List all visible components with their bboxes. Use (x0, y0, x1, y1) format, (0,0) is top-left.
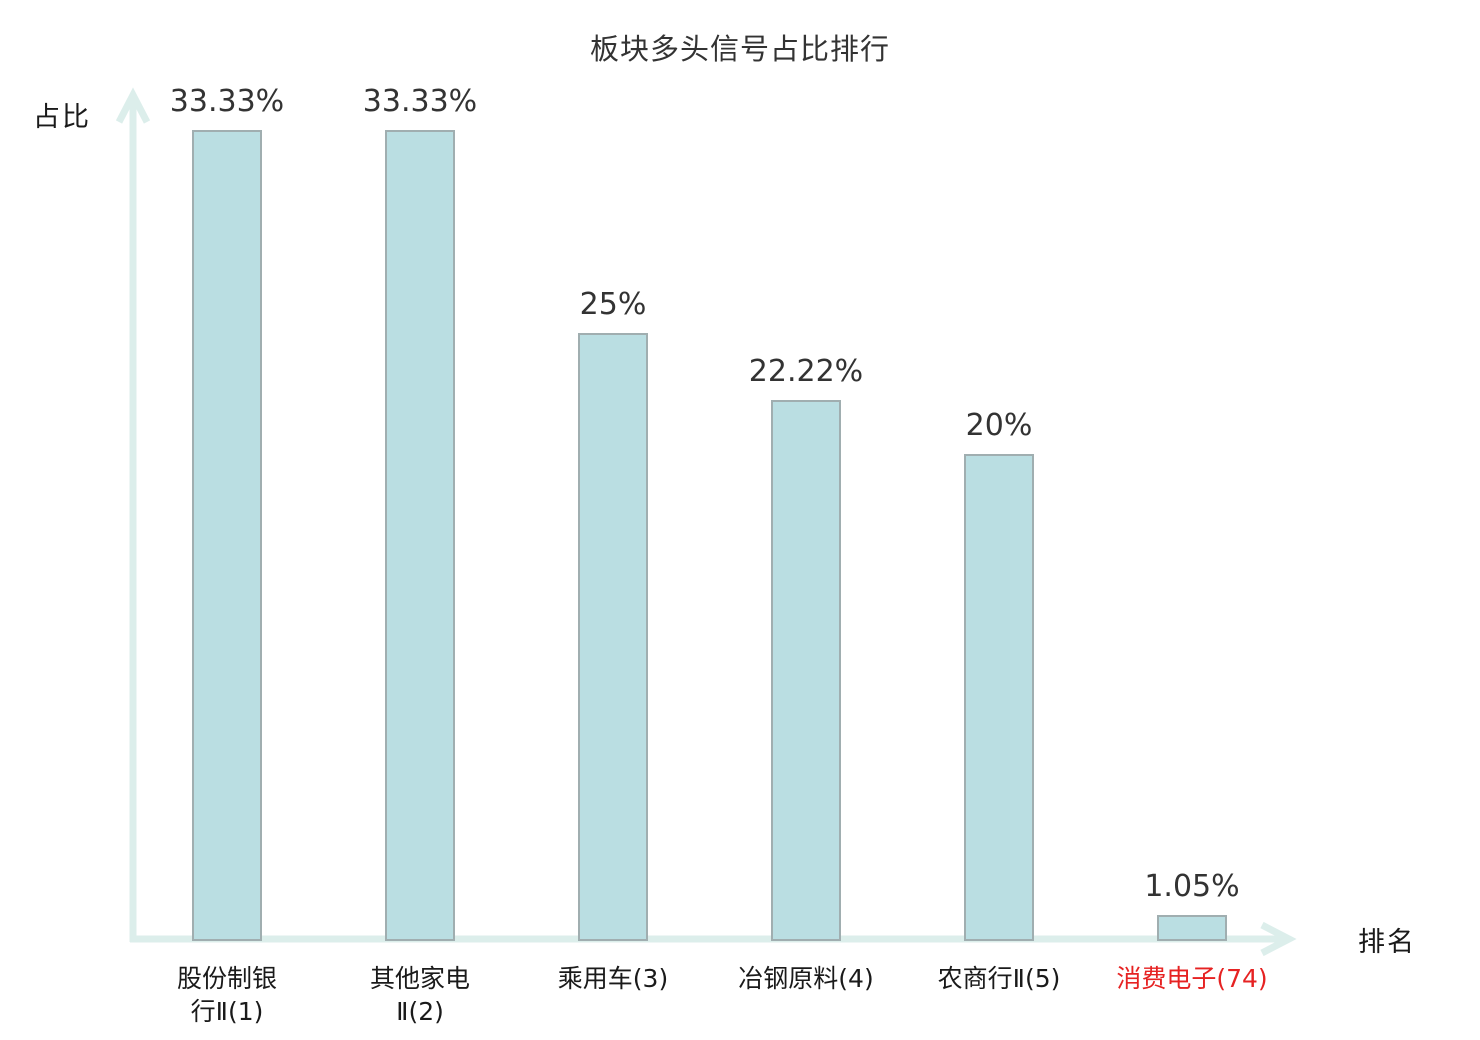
bar-group: 25% 乘用车(3) (513, 0, 713, 1040)
category-label: 其他家电 Ⅱ(2) (369, 964, 470, 1026)
bar (1157, 915, 1227, 941)
x-axis-label: 排名 (1358, 927, 1416, 958)
bar-value-label: 33.33% (169, 84, 285, 119)
bar (771, 400, 841, 941)
bar (964, 454, 1034, 941)
bar-value-label: 33.33% (362, 84, 478, 119)
category-label: 冶钢原料(4) (738, 964, 874, 993)
x-axis-arrow-icon (1260, 921, 1297, 957)
bar-group: 20% 农商行Ⅱ(5) (899, 0, 1099, 1040)
bar-group: 22.22% 冶钢原料(4) (706, 0, 906, 1040)
bar-value-label: 1.05% (1144, 869, 1240, 904)
bar-group: 1.05% 消费电子(74) (1092, 0, 1292, 1040)
bar (578, 333, 648, 941)
category-label: 消费电子(74) (1116, 964, 1268, 993)
category-label: 农商行Ⅱ(5) (937, 964, 1061, 993)
bar-value-label: 20% (965, 408, 1033, 443)
bar-value-label: 25% (579, 287, 647, 322)
chart-title: 板块多头信号占比排行 (589, 32, 890, 66)
bar (192, 130, 262, 941)
bar-group: 33.33% 股份制银 行Ⅱ(1) (127, 0, 327, 1040)
y-axis-label: 占比 (33, 102, 91, 133)
category-label: 乘用车(3) (557, 964, 669, 993)
bar (385, 130, 455, 941)
category-label: 股份制银 行Ⅱ(1) (176, 964, 277, 1026)
bar-value-label: 22.22% (748, 354, 864, 389)
bar-group: 33.33% 其他家电 Ⅱ(2) (320, 0, 520, 1040)
y-axis-arrow-icon (115, 87, 151, 124)
